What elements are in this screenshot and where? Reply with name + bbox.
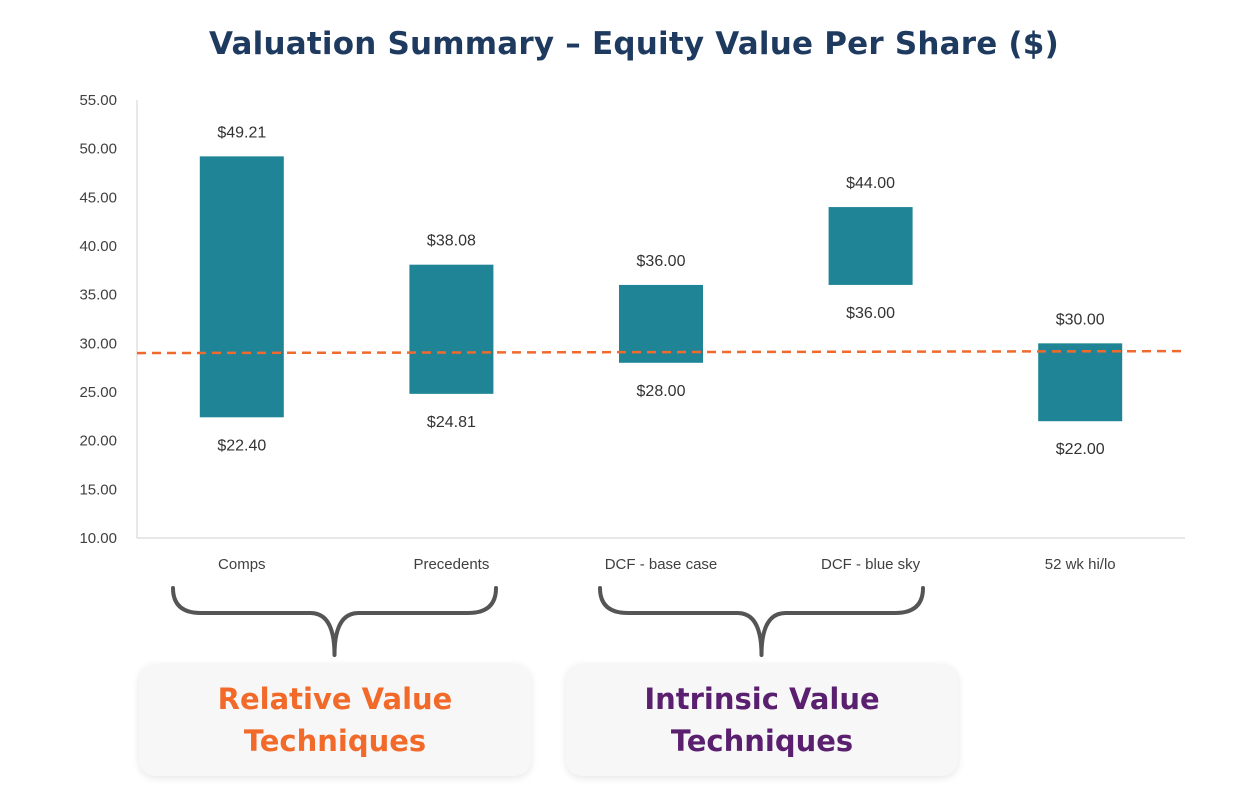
bars: [199, 156, 1123, 422]
chart-title: Valuation Summary – Equity Value Per Sha…: [209, 26, 1059, 62]
y-axis: 10.00 15.00 20.00 25.00 30.00 35.00 40.00 45.00…: [79, 92, 138, 547]
y-tick-label: 10.00: [79, 530, 117, 547]
low-label: $28.00: [637, 383, 686, 400]
relative-brace: [171, 586, 498, 657]
bar: [619, 284, 703, 363]
x-tick-label: 52 wk hi/lo: [1045, 556, 1116, 573]
y-tick-label: 30.00: [79, 335, 117, 352]
relative-value-line2: Techniques: [243, 724, 427, 758]
bar: [199, 156, 284, 418]
low-label: $22.40: [217, 437, 266, 454]
low-label: $36.00: [846, 305, 895, 322]
reference-line: [136, 349, 1186, 355]
x-tick-label: DCF - blue sky: [821, 556, 921, 573]
low-label: $22.00: [1056, 441, 1105, 458]
x-tick-label: Comps: [218, 556, 266, 573]
low-label: $24.81: [427, 414, 476, 431]
bar: [828, 207, 913, 285]
data-labels: $49.21 $22.40 $38.08 $24.81 $36.00 $28.00 $44.…: [217, 124, 1104, 458]
y-tick-label: 25.00: [79, 384, 117, 401]
relative-value-line1: Relative Value: [217, 682, 453, 716]
intrinsic-value-line1: Intrinsic Value: [644, 682, 880, 716]
x-tick-label: DCF - base case: [605, 556, 718, 573]
relative-value-callout: Relative Value Techniques: [139, 664, 531, 776]
x-axis: Comps Precedents DCF - base case DCF - blue…: [137, 537, 1185, 573]
y-tick-label: 50.00: [79, 141, 117, 158]
y-tick-label: 15.00: [79, 481, 117, 498]
y-tick-label: 20.00: [79, 433, 117, 450]
intrinsic-brace: [598, 586, 925, 657]
high-label: $30.00: [1056, 311, 1105, 328]
high-label: $44.00: [846, 175, 895, 192]
reference-line-group: [136, 349, 1186, 355]
y-tick-label: 45.00: [79, 189, 117, 206]
y-tick-label: 40.00: [79, 238, 117, 255]
x-tick-label: Precedents: [413, 556, 489, 573]
bar: [1038, 343, 1123, 422]
high-label: $36.00: [637, 253, 686, 270]
high-label: $38.08: [427, 233, 476, 250]
group-braces: [171, 586, 925, 657]
y-tick-label: 35.00: [79, 287, 117, 304]
high-label: $49.21: [217, 124, 266, 141]
y-tick-label: 55.00: [79, 92, 117, 109]
intrinsic-value-callout: Intrinsic Value Techniques: [566, 664, 958, 776]
bar: [409, 264, 494, 394]
intrinsic-value-line2: Techniques: [670, 724, 854, 758]
